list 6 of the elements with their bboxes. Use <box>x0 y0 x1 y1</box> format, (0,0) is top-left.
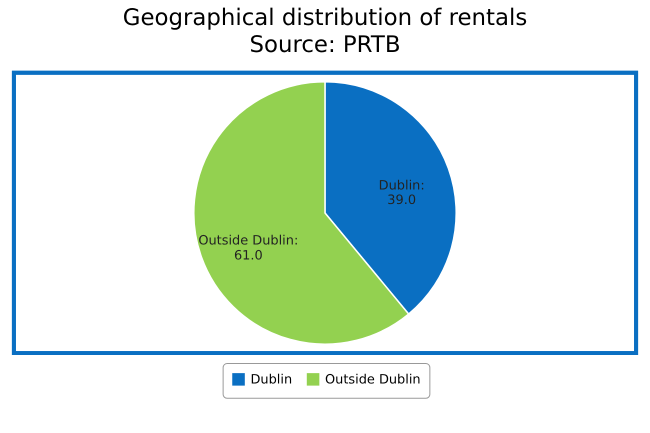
legend-label: Dublin <box>250 372 292 388</box>
legend-label: Outside Dublin <box>325 372 421 388</box>
chart-title: Geographical distribution of rentals <box>122 5 528 32</box>
data-label: Outside Dublin: 61.0 <box>198 234 298 264</box>
chart-subtitle: Source: PRTB <box>249 32 401 58</box>
data-label: Dublin: 39.0 <box>378 178 425 208</box>
